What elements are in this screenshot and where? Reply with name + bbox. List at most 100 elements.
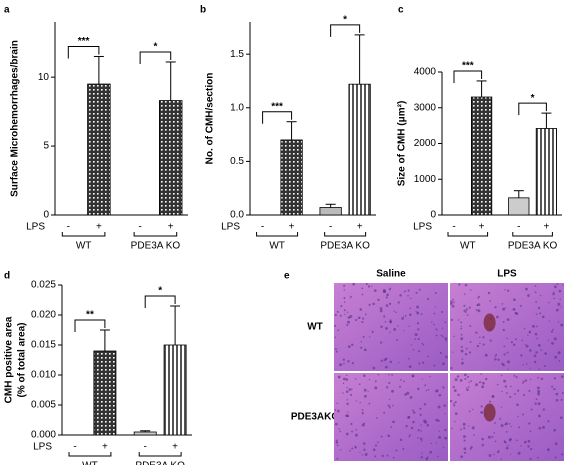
- micrograph: [449, 373, 564, 461]
- x-axis-label: LPS: [33, 442, 52, 453]
- micrograph: [334, 373, 448, 461]
- bar: [133, 431, 157, 436]
- x-tick-label: +: [289, 222, 295, 233]
- x-tick-label: +: [102, 442, 108, 453]
- error-bar: [286, 121, 297, 140]
- group-bracket: [324, 232, 367, 237]
- y-axis-label: CMH positive area: [4, 316, 15, 403]
- significance-label: *: [343, 15, 347, 26]
- error-bar: [165, 61, 176, 101]
- x-tick-label: -: [67, 222, 70, 233]
- y-axis-label: Surface Microhemorrhages/brain: [10, 40, 21, 197]
- significance-bracket: [67, 45, 100, 59]
- y-tick-label: 2000: [414, 138, 437, 149]
- bar: [163, 344, 187, 436]
- panel-label: e: [284, 271, 290, 282]
- panel-label: d: [4, 271, 10, 282]
- error-bar: [541, 112, 552, 129]
- error-bar: [354, 34, 365, 85]
- group-bracket: [68, 452, 112, 457]
- y-axis-label: No. of CMH/section: [205, 73, 216, 165]
- y-tick-label: 3000: [414, 102, 437, 113]
- bar: [159, 100, 183, 216]
- bar: [535, 128, 558, 216]
- y-axis-label: (% of total area): [17, 322, 28, 397]
- group-bracket: [61, 232, 106, 237]
- x-tick-label: -: [517, 222, 520, 233]
- y-tick-label: 10: [38, 72, 50, 83]
- y-tick-label: 0: [430, 210, 436, 221]
- y-tick-label: 0.0: [230, 210, 244, 221]
- column-label: Saline: [376, 269, 406, 280]
- x-tick-label: -: [261, 222, 264, 233]
- bar: [87, 83, 111, 216]
- significance-label: *: [153, 42, 157, 53]
- error-bar: [513, 190, 524, 198]
- y-tick-label: 1.5: [230, 49, 244, 60]
- significance-label: *: [158, 286, 162, 297]
- y-tick-label: 4000: [414, 67, 437, 78]
- x-tick-label: +: [168, 222, 174, 233]
- y-tick-label: 0.025: [31, 280, 56, 291]
- x-tick-label: -: [144, 442, 147, 453]
- group-bracket: [512, 232, 553, 237]
- x-tick-label: +: [357, 222, 363, 233]
- y-axis-label: Size of CMH (μm²): [397, 101, 408, 187]
- y-tick-label: 1.0: [230, 102, 244, 113]
- significance-bracket: [330, 24, 361, 37]
- group-label: WT: [269, 241, 285, 252]
- x-axis-label: LPS: [26, 222, 45, 233]
- bar: [93, 350, 117, 436]
- error-bar: [325, 203, 336, 208]
- significance-label: ***: [271, 101, 283, 112]
- micrograph: [449, 283, 564, 371]
- group-label: PDE3A KO: [508, 241, 558, 252]
- group-label: WT: [460, 241, 476, 252]
- significance-bracket: [262, 111, 293, 124]
- x-tick-label: -: [329, 222, 332, 233]
- significance-bracket: [453, 70, 483, 83]
- y-tick-label: 0.010: [31, 370, 56, 381]
- group-label: PDE3A KO: [135, 461, 185, 465]
- x-tick-label: +: [172, 442, 178, 453]
- error-bar: [170, 305, 181, 345]
- error-bar: [93, 55, 104, 85]
- x-tick-label: +: [543, 222, 549, 233]
- group-label: WT: [82, 461, 98, 465]
- panel-label: b: [200, 5, 206, 16]
- x-tick-label: -: [452, 222, 455, 233]
- y-tick-label: 0.020: [31, 310, 56, 321]
- group-bracket: [256, 232, 299, 237]
- row-label: WT: [307, 322, 323, 333]
- error-bar: [476, 80, 487, 98]
- y-tick-label: 0.000: [31, 430, 56, 441]
- y-tick-label: 1000: [414, 174, 437, 185]
- significance-bracket: [74, 319, 106, 332]
- group-bracket: [447, 232, 489, 237]
- x-axis-label: LPS: [413, 222, 432, 233]
- y-tick-label: 0.5: [230, 156, 244, 167]
- group-label: PDE3A KO: [320, 241, 370, 252]
- significance-bracket: [518, 102, 547, 116]
- y-tick-label: 5: [43, 141, 49, 152]
- significance-label: *: [531, 93, 535, 104]
- bar: [508, 197, 530, 216]
- x-tick-label: +: [479, 222, 485, 233]
- column-label: LPS: [497, 269, 517, 280]
- group-label: PDE3A KO: [131, 241, 181, 252]
- bar: [348, 83, 371, 216]
- group-bracket: [133, 232, 178, 237]
- x-axis-label: LPS: [221, 222, 240, 233]
- micrograph: [334, 282, 448, 371]
- bar: [319, 207, 342, 216]
- group-label: WT: [76, 241, 92, 252]
- x-tick-label: +: [96, 222, 102, 233]
- significance-label: ***: [462, 61, 474, 72]
- row-label: PDE3AKO: [291, 412, 340, 423]
- panel-label: c: [398, 5, 404, 16]
- group-bracket: [138, 452, 182, 457]
- significance-label: **: [86, 310, 94, 321]
- y-tick-label: 0.005: [31, 400, 56, 411]
- bar: [280, 139, 303, 216]
